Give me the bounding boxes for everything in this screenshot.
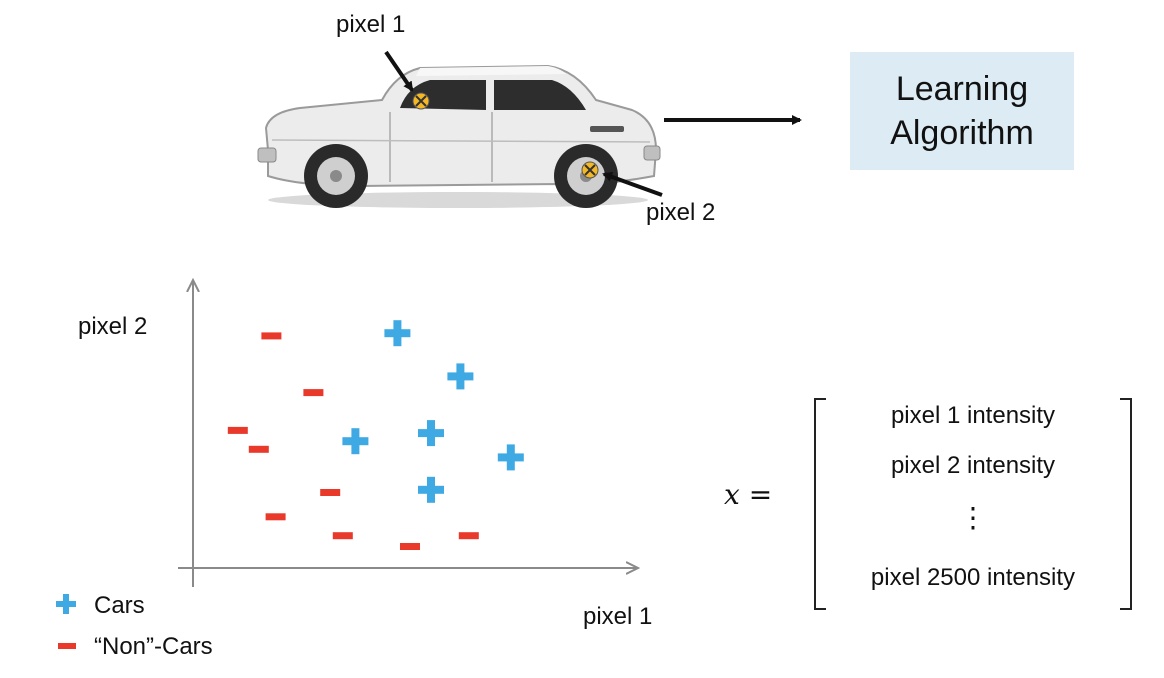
car-trim bbox=[271, 139, 651, 143]
feature-vector: pixel 1 intensity pixel 2 intensity ⋮ pi… bbox=[814, 398, 1132, 610]
scatter-plot: pixel 2 pixel 1 bbox=[78, 280, 652, 630]
vector-vdots: ⋮ bbox=[959, 502, 987, 533]
legend-noncars-label: “Non”-Cars bbox=[94, 633, 213, 660]
legend-noncars-symbol bbox=[58, 643, 76, 649]
car-point-5 bbox=[497, 444, 524, 471]
car-bumper-rear bbox=[643, 145, 661, 161]
pixel2-callout-label: pixel 2 bbox=[646, 199, 715, 226]
noncar-point-8 bbox=[400, 543, 420, 550]
car-window-rear bbox=[494, 80, 586, 110]
noncar-point-2 bbox=[303, 389, 324, 397]
vector-equation: x = bbox=[724, 478, 772, 511]
pixel1-callout-label: pixel 1 bbox=[336, 11, 405, 38]
car-roof bbox=[416, 66, 566, 76]
noncar-point-6 bbox=[265, 513, 286, 521]
car-bumper-front bbox=[257, 147, 277, 163]
pixel1-callout-arrow bbox=[384, 50, 414, 92]
vector-variable: x bbox=[724, 478, 740, 511]
car-vent bbox=[590, 126, 624, 132]
noncar-point-3 bbox=[227, 426, 248, 434]
car-point-1 bbox=[384, 320, 411, 347]
pixel2-marker bbox=[581, 161, 599, 179]
car-illustration bbox=[257, 64, 661, 208]
car-point-4 bbox=[418, 420, 444, 447]
scatter-points bbox=[227, 320, 524, 550]
legend: Cars “Non”-Cars bbox=[56, 592, 213, 660]
car-wheel-front bbox=[304, 144, 368, 208]
noncar-point-5 bbox=[320, 489, 341, 496]
car-shadow bbox=[268, 192, 648, 208]
right-bracket bbox=[1120, 398, 1132, 610]
noncar-point-1 bbox=[261, 332, 282, 340]
car-point-6 bbox=[418, 476, 444, 503]
algorithm-line2: Algorithm bbox=[890, 114, 1034, 152]
algorithm-line1: Learning bbox=[895, 70, 1029, 108]
pixel1-marker bbox=[412, 92, 430, 110]
left-bracket bbox=[814, 398, 826, 610]
vector-row-pixel1: pixel 1 intensity bbox=[890, 402, 1056, 429]
x-axis-label: pixel 1 bbox=[583, 603, 652, 630]
noncar-point-7 bbox=[332, 532, 353, 540]
y-axis-label: pixel 2 bbox=[78, 313, 147, 340]
equals-sign: = bbox=[748, 478, 773, 511]
legend-cars-symbol bbox=[56, 594, 76, 614]
vector-row-pixel2: pixel 2 intensity bbox=[890, 452, 1056, 479]
vector-row-pixel2500: pixel 2500 intensity bbox=[870, 564, 1076, 591]
pixel2-callout-arrow bbox=[602, 172, 663, 197]
noncar-point-9 bbox=[458, 532, 479, 540]
noncar-point-4 bbox=[248, 445, 269, 453]
car-point-3 bbox=[342, 428, 369, 455]
car-point-2 bbox=[447, 363, 474, 390]
learning-algorithm-box: Learning Algorithm bbox=[850, 52, 1074, 170]
legend-cars-label: Cars bbox=[94, 592, 145, 619]
